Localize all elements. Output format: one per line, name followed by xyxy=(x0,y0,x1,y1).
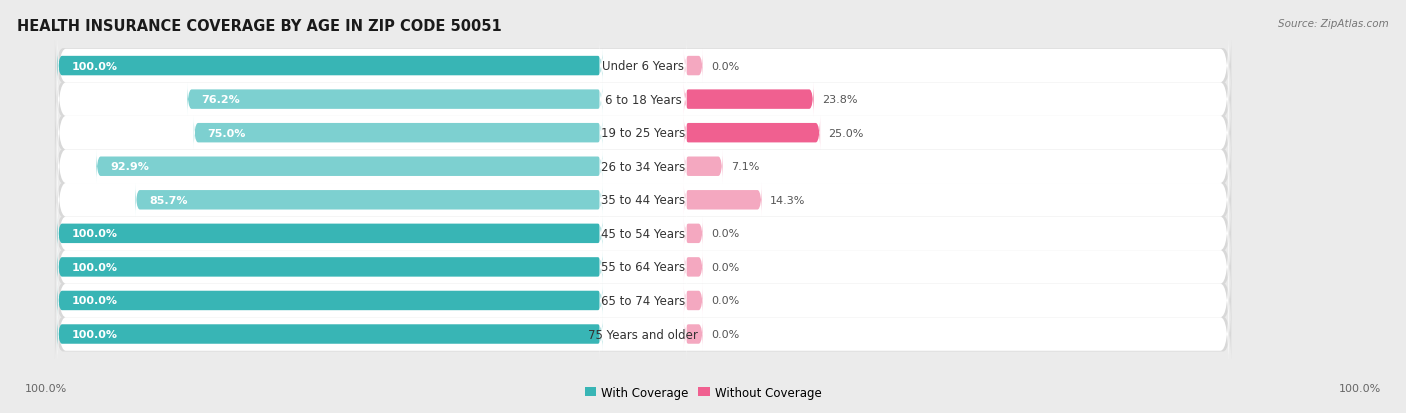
FancyBboxPatch shape xyxy=(55,33,1232,99)
Text: 35 to 44 Years: 35 to 44 Years xyxy=(600,194,685,207)
Text: 75.0%: 75.0% xyxy=(208,128,246,138)
FancyBboxPatch shape xyxy=(58,133,1229,200)
FancyBboxPatch shape xyxy=(58,267,1229,334)
Text: 100.0%: 100.0% xyxy=(72,296,117,306)
FancyBboxPatch shape xyxy=(96,150,602,184)
Text: 0.0%: 0.0% xyxy=(711,262,740,272)
FancyBboxPatch shape xyxy=(55,235,1232,300)
Text: 26 to 34 Years: 26 to 34 Years xyxy=(600,160,685,173)
FancyBboxPatch shape xyxy=(599,305,686,364)
Text: 100.0%: 100.0% xyxy=(72,262,117,272)
Text: 0.0%: 0.0% xyxy=(711,296,740,306)
FancyBboxPatch shape xyxy=(599,204,686,263)
Text: 23.8%: 23.8% xyxy=(821,95,858,105)
FancyBboxPatch shape xyxy=(55,301,1232,367)
FancyBboxPatch shape xyxy=(58,284,602,318)
FancyBboxPatch shape xyxy=(55,100,1232,166)
FancyBboxPatch shape xyxy=(683,183,762,217)
Text: 100.0%: 100.0% xyxy=(25,383,67,393)
Text: Under 6 Years: Under 6 Years xyxy=(602,60,685,73)
FancyBboxPatch shape xyxy=(683,317,703,351)
FancyBboxPatch shape xyxy=(58,100,1229,167)
FancyBboxPatch shape xyxy=(58,66,1229,133)
FancyBboxPatch shape xyxy=(58,49,602,83)
Text: 0.0%: 0.0% xyxy=(711,229,740,239)
Text: 92.9%: 92.9% xyxy=(110,162,149,172)
Text: 75 Years and older: 75 Years and older xyxy=(588,328,697,341)
FancyBboxPatch shape xyxy=(58,200,1229,267)
FancyBboxPatch shape xyxy=(55,268,1232,334)
FancyBboxPatch shape xyxy=(599,171,686,230)
Text: Source: ZipAtlas.com: Source: ZipAtlas.com xyxy=(1278,19,1389,28)
FancyBboxPatch shape xyxy=(599,37,686,96)
FancyBboxPatch shape xyxy=(194,116,602,150)
FancyBboxPatch shape xyxy=(683,150,723,184)
FancyBboxPatch shape xyxy=(599,138,686,196)
FancyBboxPatch shape xyxy=(55,134,1232,199)
FancyBboxPatch shape xyxy=(58,301,1229,368)
Text: 7.1%: 7.1% xyxy=(731,162,759,172)
Text: 0.0%: 0.0% xyxy=(711,329,740,339)
FancyBboxPatch shape xyxy=(58,317,602,351)
Text: 85.7%: 85.7% xyxy=(149,195,187,205)
Text: 100.0%: 100.0% xyxy=(1339,383,1381,393)
FancyBboxPatch shape xyxy=(683,250,703,284)
FancyBboxPatch shape xyxy=(55,67,1232,133)
FancyBboxPatch shape xyxy=(599,238,686,297)
FancyBboxPatch shape xyxy=(683,116,820,150)
FancyBboxPatch shape xyxy=(599,104,686,163)
FancyBboxPatch shape xyxy=(683,284,703,318)
Text: 65 to 74 Years: 65 to 74 Years xyxy=(600,294,685,307)
FancyBboxPatch shape xyxy=(683,83,814,117)
Text: 14.3%: 14.3% xyxy=(770,195,806,205)
FancyBboxPatch shape xyxy=(55,201,1232,266)
FancyBboxPatch shape xyxy=(599,271,686,330)
Text: 0.0%: 0.0% xyxy=(711,62,740,71)
FancyBboxPatch shape xyxy=(58,250,602,284)
FancyBboxPatch shape xyxy=(58,33,1229,100)
Text: 76.2%: 76.2% xyxy=(201,95,239,105)
FancyBboxPatch shape xyxy=(58,167,1229,234)
Legend: With Coverage, Without Coverage: With Coverage, Without Coverage xyxy=(585,386,821,399)
FancyBboxPatch shape xyxy=(187,83,602,117)
Text: 100.0%: 100.0% xyxy=(72,229,117,239)
Text: HEALTH INSURANCE COVERAGE BY AGE IN ZIP CODE 50051: HEALTH INSURANCE COVERAGE BY AGE IN ZIP … xyxy=(17,19,502,33)
FancyBboxPatch shape xyxy=(135,183,602,217)
FancyBboxPatch shape xyxy=(58,234,1229,301)
FancyBboxPatch shape xyxy=(58,217,602,251)
FancyBboxPatch shape xyxy=(55,168,1232,233)
Text: 55 to 64 Years: 55 to 64 Years xyxy=(600,261,685,274)
Text: 6 to 18 Years: 6 to 18 Years xyxy=(605,93,682,107)
Text: 100.0%: 100.0% xyxy=(72,62,117,71)
Text: 19 to 25 Years: 19 to 25 Years xyxy=(600,127,685,140)
Text: 25.0%: 25.0% xyxy=(828,128,863,138)
FancyBboxPatch shape xyxy=(683,49,703,83)
Text: 100.0%: 100.0% xyxy=(72,329,117,339)
FancyBboxPatch shape xyxy=(599,71,686,129)
FancyBboxPatch shape xyxy=(683,217,703,251)
Text: 45 to 54 Years: 45 to 54 Years xyxy=(600,227,685,240)
